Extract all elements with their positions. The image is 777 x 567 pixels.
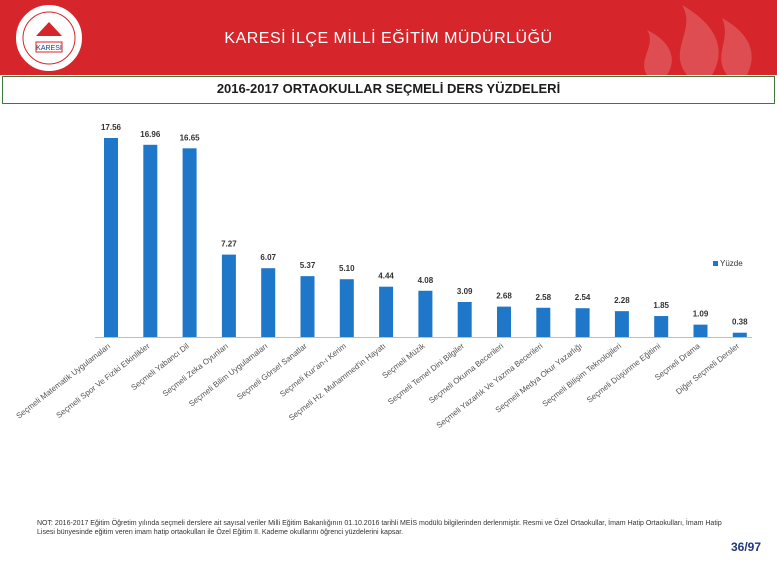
bar [575, 308, 590, 337]
bar [418, 290, 433, 337]
bar-value-label: 2.68 [496, 292, 512, 301]
bar-value-label: 16.96 [140, 130, 161, 139]
bar-value-label: 5.37 [300, 261, 316, 270]
bar-value-label: 17.56 [101, 123, 122, 132]
bar [143, 144, 158, 337]
bar-value-label: 7.27 [221, 240, 237, 249]
bar-value-label: 4.44 [378, 272, 394, 281]
page-number: 36/97 [730, 540, 761, 554]
legend-swatch [713, 261, 718, 266]
bar [654, 316, 669, 337]
bar-value-label: 5.10 [339, 264, 355, 273]
ministry-logo-icon: KARESİ [14, 3, 84, 73]
category-label: Seçmeli Kur'an-ı Kerim [278, 341, 348, 399]
category-label: Seçmeli Zeka Oyunları [161, 341, 230, 398]
category-label: Seçmeli Bilim Uygulamaları [187, 341, 269, 408]
bar-value-label: 2.58 [536, 293, 552, 302]
category-label: Seçmeli Görsel Sanatlar [235, 341, 309, 401]
header-banner: KARESİ KARESİ İLÇE MİLLİ EĞİTİM MÜDÜRLÜĞ… [0, 0, 777, 75]
bar [104, 138, 118, 337]
category-label: Seçmeli Düşünme Eğitimi [585, 341, 663, 404]
category-label: Seçmeli Bilişim Teknolojileri [541, 341, 624, 408]
bar [536, 307, 551, 337]
bar-value-label: 0.38 [732, 318, 748, 327]
logo-text: KARESİ [36, 43, 62, 52]
bar [379, 286, 394, 337]
category-label: Diğer Seçmeli Dersler [674, 341, 741, 396]
bar [221, 254, 236, 337]
bar [300, 276, 315, 337]
category-label: Seçmeli Temel Dini Bilgiler [386, 341, 466, 406]
bar-value-label: 16.65 [180, 133, 201, 142]
bar [614, 311, 629, 337]
bar-value-label: 4.08 [418, 276, 434, 285]
flame-decoration-icon [644, 5, 752, 75]
bar-value-label: 1.09 [693, 310, 709, 319]
header-title: KARESİ İLÇE MİLLİ EĞİTİM MÜDÜRLÜĞÜ [224, 30, 553, 47]
bar [497, 306, 511, 337]
bar [732, 332, 747, 337]
bar [457, 301, 472, 337]
bar-value-label: 1.85 [653, 301, 669, 310]
category-label: Seçmeli Okuma Becerileri [427, 341, 505, 405]
bar-value-label: 2.28 [614, 296, 630, 305]
bar-value-label: 3.09 [457, 287, 473, 296]
bar [693, 324, 708, 337]
legend: Yüzde [713, 259, 743, 268]
bar [261, 268, 276, 337]
footnote: NOT: 2016-2017 Eğitim Öğretim yılında se… [37, 520, 722, 536]
bar-value-label: 2.54 [575, 293, 591, 302]
chart-title: 2016-2017 ORTAOKULLAR SEÇMELİ DERS YÜZDE… [216, 81, 561, 96]
bar [339, 279, 354, 337]
chart-title-box: 2016-2017 ORTAOKULLAR SEÇMELİ DERS YÜZDE… [2, 76, 775, 104]
legend-label: Yüzde [720, 259, 743, 268]
bar-value-label: 6.07 [260, 253, 276, 262]
bar [182, 148, 197, 337]
